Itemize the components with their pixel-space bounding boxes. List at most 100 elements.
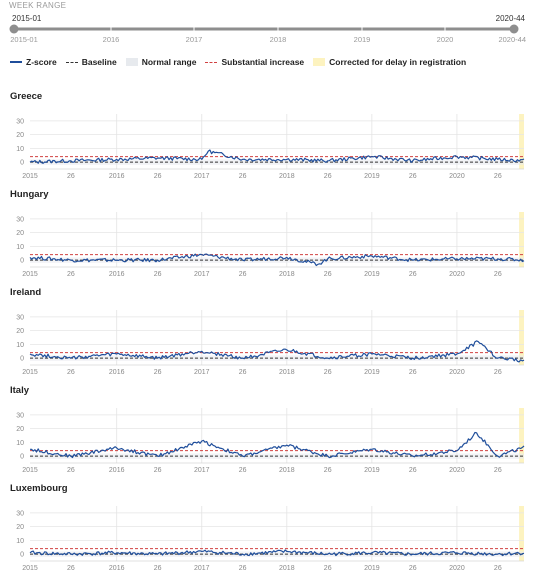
range-axis-label: 2015-01 [10, 35, 38, 44]
chart-title-italy: Italy [10, 385, 30, 396]
x-tick-label: 2020 [449, 565, 465, 571]
x-tick-label: 26 [67, 369, 75, 375]
x-tick-label: 26 [494, 271, 502, 277]
corrected-band [519, 310, 524, 365]
y-tick-label: 30 [16, 412, 24, 419]
x-tick-label: 26 [154, 369, 162, 375]
x-tick-label: 2015 [22, 467, 38, 473]
chart-greece: 30 20 10 0 2015 26 2016 26 2017 26 2018 26 2019 26 202… [16, 114, 525, 179]
x-tick-label: 26 [494, 565, 502, 571]
x-tick-label: 26 [154, 565, 162, 571]
corrected-band [519, 212, 524, 267]
y-tick-label: 0 [20, 258, 24, 265]
x-tick-label: 26 [409, 565, 417, 571]
x-tick-label: 26 [239, 467, 247, 473]
x-tick-label: 2020 [449, 271, 465, 277]
x-tick-label: 2019 [364, 565, 380, 571]
legend-label-normal-range: Normal range [141, 57, 197, 67]
zscore-line [29, 340, 525, 363]
legend-label-substantial: Substantial increase [221, 57, 305, 67]
x-tick-label: 26 [324, 271, 332, 277]
chart-hungary: 30 20 10 0 2015 26 2016 26 2017 26 2018 26 2019 26 202… [16, 212, 525, 277]
x-tick-label: 26 [154, 173, 162, 179]
legend-item-baseline[interactable]: Baseline [65, 57, 117, 67]
y-tick-label: 20 [16, 524, 24, 531]
x-tick-label: 26 [409, 369, 417, 375]
x-tick-label: 2016 [109, 467, 125, 473]
corrected-swatch [313, 58, 326, 66]
legend-item-corrected[interactable]: Corrected for delay in registration [313, 57, 466, 67]
y-tick-label: 10 [16, 538, 24, 545]
x-tick-label: 2018 [279, 369, 295, 375]
corrected-band [519, 114, 524, 169]
x-tick-label: 2016 [109, 271, 125, 277]
x-tick-label: 26 [409, 467, 417, 473]
x-tick-label: 26 [324, 369, 332, 375]
y-tick-label: 0 [20, 454, 24, 461]
chart-title-luxembourg: Luxembourg [10, 483, 68, 494]
y-tick-label: 30 [16, 216, 24, 223]
chart-title-hungary: Hungary [10, 189, 49, 200]
x-tick-label: 2018 [279, 565, 295, 571]
x-tick-label: 2019 [364, 173, 380, 179]
x-tick-label: 26 [494, 467, 502, 473]
legend-item-zscore[interactable]: Z-score [10, 57, 57, 67]
legend-label-corrected: Corrected for delay in registration [329, 57, 467, 67]
x-tick-label: 2018 [279, 467, 295, 473]
range-axis-label: 2016 [103, 35, 120, 44]
x-tick-label: 26 [239, 271, 247, 277]
y-tick-label: 30 [16, 314, 24, 321]
range-axis-label: 2018 [270, 35, 287, 44]
legend-item-normal-range[interactable]: Normal range [125, 57, 197, 67]
y-tick-label: 20 [16, 426, 24, 433]
range-axis-label: 2019 [354, 35, 371, 44]
y-tick-label: 10 [16, 342, 24, 349]
y-tick-label: 10 [16, 440, 24, 447]
x-tick-label: 2020 [449, 173, 465, 179]
x-tick-label: 2015 [22, 369, 38, 375]
substantial-line-swatch [205, 61, 218, 63]
x-tick-label: 2018 [279, 271, 295, 277]
x-tick-label: 26 [67, 565, 75, 571]
y-tick-label: 0 [20, 160, 24, 167]
range-end-value: 2020-44 [496, 14, 526, 23]
x-tick-label: 2017 [194, 565, 210, 571]
x-tick-label: 26 [324, 467, 332, 473]
y-tick-label: 30 [16, 118, 24, 125]
x-tick-label: 2017 [194, 173, 210, 179]
y-tick-label: 0 [20, 552, 24, 559]
legend-label-zscore: Z-score [26, 57, 57, 67]
y-tick-label: 10 [16, 244, 24, 251]
y-tick-label: 10 [16, 146, 24, 153]
range-start-value: 2015-01 [12, 14, 42, 23]
x-tick-label: 2016 [109, 565, 125, 571]
range-end-handle[interactable] [509, 24, 519, 34]
x-tick-label: 2017 [194, 467, 210, 473]
legend: Z-score Baseline Normal range Substantia… [10, 57, 475, 67]
x-tick-label: 2017 [194, 271, 210, 277]
zscore-line-swatch [10, 61, 22, 63]
x-tick-label: 2016 [109, 369, 125, 375]
x-tick-label: 26 [409, 271, 417, 277]
x-tick-label: 26 [239, 369, 247, 375]
week-range-slider[interactable]: 2015-01 2020-44 2015-01 2016 2017 2018 2019 202… [0, 0, 539, 48]
y-tick-label: 20 [16, 132, 24, 139]
x-tick-label: 2015 [22, 565, 38, 571]
chart-title-ireland: Ireland [10, 287, 42, 298]
y-tick-label: 0 [20, 356, 24, 363]
zscore-line [29, 149, 525, 164]
chart-title-greece: Greece [10, 91, 43, 102]
range-start-handle[interactable] [9, 24, 19, 34]
x-tick-label: 2019 [364, 369, 380, 375]
y-tick-label: 20 [16, 328, 24, 335]
baseline-line-swatch [65, 61, 78, 63]
x-tick-label: 2015 [22, 173, 38, 179]
x-tick-label: 26 [239, 173, 247, 179]
y-tick-label: 30 [16, 510, 24, 517]
legend-item-substantial[interactable]: Substantial increase [205, 57, 304, 67]
x-tick-label: 26 [67, 271, 75, 277]
chart-ireland: 30 20 10 0 2015 26 2016 26 2017 26 2018 26 2019 26 202… [16, 310, 525, 375]
x-tick-label: 26 [67, 467, 75, 473]
y-tick-label: 20 [16, 230, 24, 237]
zscore-line [30, 431, 525, 459]
